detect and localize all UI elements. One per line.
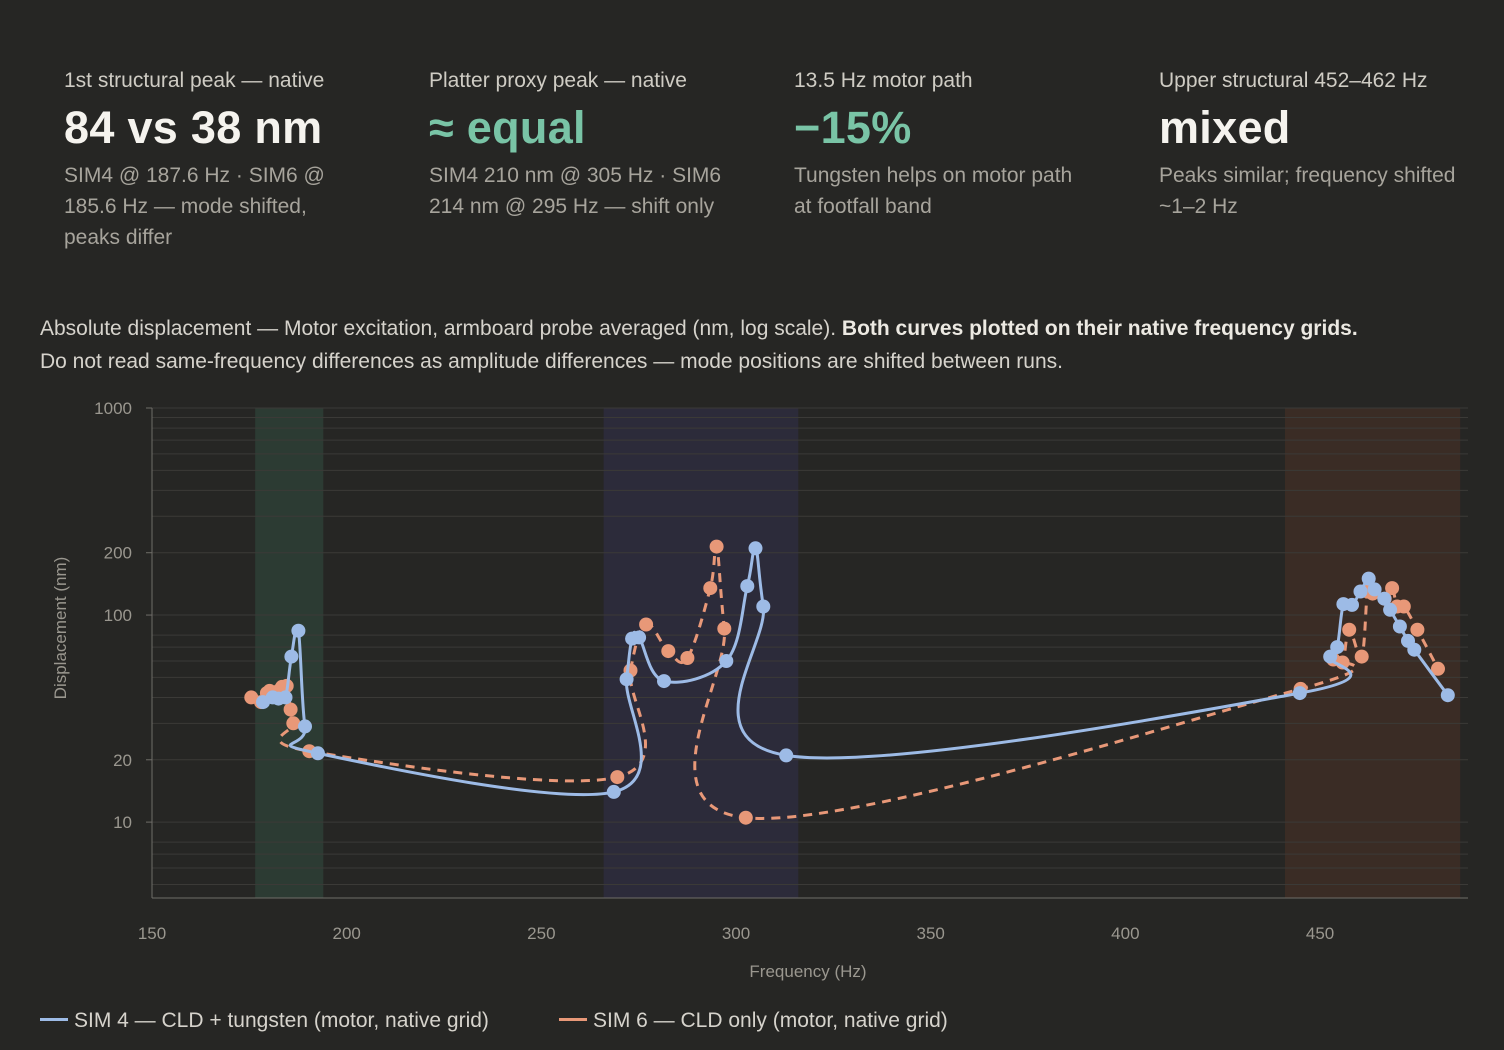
data-point-sim4-9 — [619, 672, 634, 687]
x-tick-label: 200 — [332, 924, 360, 943]
x-axis-title: Frequency (Hz) — [749, 962, 866, 981]
stat-label: Upper structural 452–462 Hz — [1159, 69, 1428, 92]
data-point-sim6-9 — [286, 716, 301, 731]
x-tick-label: 150 — [138, 924, 166, 943]
data-point-sim6-24 — [1354, 649, 1369, 664]
data-point-sim6-16 — [703, 581, 718, 596]
series-sim4 — [256, 541, 1455, 799]
data-point-sim6-17 — [709, 539, 724, 554]
stat-note: SIM4 210 nm @ 305 Hz · SIM6 214 nm @ 295… — [429, 164, 722, 218]
data-point-sim6-31 — [1410, 622, 1425, 637]
data-point-sim4-13 — [719, 654, 734, 668]
data-point-sim6-23 — [1342, 622, 1357, 637]
data-point-sim6-19 — [738, 810, 753, 825]
frequency-band-1 — [603, 408, 799, 898]
data-point-sim4-11 — [632, 630, 647, 645]
data-point-sim4-23 — [1353, 584, 1368, 599]
data-point-sim4-15 — [748, 541, 763, 556]
data-point-sim6-18 — [717, 621, 732, 636]
data-point-sim4-31 — [1440, 688, 1455, 703]
legend-item-sim6[interactable]: SIM 6 — CLD only (motor, native grid) — [559, 1004, 948, 1038]
data-point-sim4-17 — [779, 748, 794, 763]
y-axis-title: Displacement (nm) — [51, 557, 70, 700]
data-point-sim4-4 — [284, 649, 299, 664]
data-point-sim4-16 — [756, 599, 771, 614]
stat-value: ≈ equal — [429, 102, 586, 153]
stat-note: Tungsten helps on motor path at footfall… — [794, 164, 1073, 218]
data-point-sim6-32 — [1431, 661, 1445, 676]
data-point-sim4-28 — [1392, 619, 1407, 634]
stat-motor-path: 13.5 Hz motor path −15% Tungsten helps o… — [794, 66, 1094, 222]
legend-swatch-sim6 — [559, 1017, 587, 1021]
data-point-sim4-8 — [606, 784, 621, 799]
x-tick-label: 250 — [527, 924, 555, 943]
data-point-sim6-13 — [639, 617, 654, 632]
data-point-sim4-3 — [278, 690, 293, 705]
x-tick-label: 350 — [917, 924, 945, 943]
legend-item-sim4[interactable]: SIM 4 — CLD + tungsten (motor, native gr… — [40, 1004, 489, 1038]
stat-label: Platter proxy peak — native — [429, 69, 687, 92]
legend-swatch-sim4 — [40, 1017, 68, 1021]
caption-text-2: Do not read same-frequency differences a… — [40, 350, 1063, 373]
y-tick-label: 1000 — [94, 399, 132, 418]
stat-first-structural-peak: 1st structural peak — native 84 vs 38 nm… — [64, 66, 364, 253]
series-line-sim6 — [250, 543, 1440, 820]
data-point-sim4-5 — [291, 623, 306, 638]
data-point-sim4-12 — [657, 674, 671, 689]
data-point-sim4-14 — [740, 579, 755, 594]
data-point-sim6-11 — [610, 770, 625, 785]
chart-axes: 10 20 100 200 1000 150 200 250 300 350 400 450 Frequ… — [51, 399, 1468, 981]
data-point-sim6-30 — [1396, 599, 1411, 614]
stat-value: 84 vs 38 nm — [64, 102, 323, 153]
data-point-sim4-6 — [298, 719, 312, 734]
x-tick-label: 300 — [722, 924, 750, 943]
chart-series — [244, 539, 1455, 825]
stat-platter-proxy-peak: Platter proxy peak — native ≈ equal SIM4… — [429, 66, 729, 222]
stat-note: Peaks similar; frequency shifted ~1–2 Hz — [1159, 164, 1456, 218]
x-tick-label: 400 — [1111, 924, 1139, 943]
stat-upper-structural: Upper structural 452–462 Hz mixed Peaks … — [1159, 66, 1459, 222]
caption-text: Absolute displacement — Motor excitation… — [40, 317, 837, 340]
caption-bold: Both curves plotted on their native freq… — [841, 317, 1358, 340]
data-point-sim4-27 — [1383, 602, 1398, 617]
stat-value: mixed — [1159, 102, 1291, 153]
stat-value: −15% — [794, 102, 912, 153]
data-point-sim4-7 — [310, 746, 325, 761]
data-point-sim4-25 — [1367, 582, 1382, 597]
data-point-sim6-14 — [661, 644, 676, 659]
data-point-sim6-15 — [680, 651, 695, 665]
chart-caption: Absolute displacement — Motor excitation… — [40, 312, 1490, 378]
summary-stats: 1st structural peak — native 84 vs 38 nm… — [64, 66, 1484, 266]
frequency-band-2 — [1285, 408, 1461, 898]
y-tick-label: 200 — [104, 544, 132, 563]
data-point-sim4-30 — [1407, 642, 1422, 657]
data-point-sim6-8 — [283, 702, 298, 717]
chart-gridlines — [152, 407, 1468, 885]
data-point-sim4-22 — [1345, 597, 1359, 612]
series-line-sim4 — [262, 546, 1450, 796]
x-tick-label: 450 — [1306, 924, 1334, 943]
data-point-sim4-24 — [1361, 571, 1376, 586]
data-point-sim6-28 — [1385, 581, 1400, 596]
legend-label: SIM 6 — CLD only (motor, native grid) — [593, 1009, 948, 1032]
stat-note: SIM4 @ 187.6 Hz · SIM6 @ 185.6 Hz — mode… — [64, 164, 325, 249]
legend-label: SIM 4 — CLD + tungsten (motor, native gr… — [74, 1009, 489, 1032]
frequency-bands — [255, 408, 1461, 898]
y-tick-label: 10 — [113, 813, 132, 832]
y-tick-label: 20 — [113, 751, 132, 770]
stat-label: 13.5 Hz motor path — [794, 69, 973, 92]
data-point-sim4-20 — [1330, 640, 1345, 655]
data-point-sim4-18 — [1292, 686, 1307, 701]
displacement-chart: 10 20 100 200 1000 150 200 250 300 350 400 450 Frequ… — [51, 399, 1468, 981]
data-point-sim4-26 — [1377, 591, 1392, 606]
y-tick-label: 100 — [104, 606, 132, 625]
series-sim6 — [244, 539, 1445, 825]
stat-label: 1st structural peak — native — [64, 69, 325, 92]
